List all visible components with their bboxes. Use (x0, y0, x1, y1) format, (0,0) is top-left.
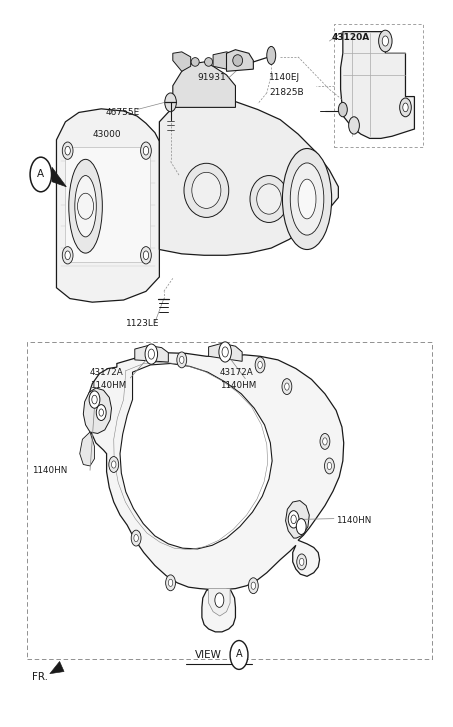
Circle shape (382, 36, 389, 46)
Ellipse shape (184, 164, 229, 217)
Circle shape (63, 246, 73, 264)
Circle shape (251, 582, 255, 590)
Text: 91931: 91931 (198, 73, 226, 82)
Circle shape (327, 462, 332, 470)
Polygon shape (57, 109, 159, 302)
Circle shape (222, 347, 228, 357)
Circle shape (89, 391, 100, 409)
Circle shape (323, 438, 327, 445)
Ellipse shape (205, 57, 212, 66)
Circle shape (109, 457, 119, 473)
Circle shape (148, 349, 154, 359)
Circle shape (248, 578, 258, 594)
Polygon shape (208, 589, 230, 616)
Circle shape (177, 352, 187, 368)
Ellipse shape (233, 55, 243, 66)
Text: 43000: 43000 (92, 129, 121, 139)
Circle shape (77, 193, 94, 220)
Text: A: A (37, 169, 44, 179)
Text: VIEW: VIEW (195, 650, 222, 660)
Circle shape (296, 518, 306, 534)
Circle shape (215, 593, 224, 607)
Polygon shape (52, 167, 66, 187)
Circle shape (143, 146, 149, 155)
Circle shape (299, 558, 304, 566)
Polygon shape (65, 147, 150, 262)
Circle shape (219, 342, 231, 362)
Polygon shape (208, 343, 242, 361)
Circle shape (96, 405, 106, 420)
Circle shape (324, 458, 334, 474)
Text: 1140HM: 1140HM (90, 381, 126, 390)
Circle shape (230, 640, 248, 670)
Ellipse shape (250, 175, 288, 222)
Text: 46755E: 46755E (106, 108, 140, 117)
Text: 21825B: 21825B (269, 88, 304, 97)
Circle shape (65, 146, 70, 155)
Text: 1140HN: 1140HN (32, 466, 67, 475)
Circle shape (166, 575, 175, 591)
Polygon shape (83, 388, 111, 433)
Ellipse shape (192, 172, 221, 209)
Text: 1123LE: 1123LE (126, 319, 159, 329)
Polygon shape (285, 501, 309, 538)
Circle shape (99, 409, 103, 416)
Ellipse shape (257, 184, 281, 214)
Circle shape (145, 344, 158, 364)
Circle shape (400, 98, 411, 117)
Circle shape (134, 534, 138, 542)
Polygon shape (226, 49, 253, 71)
Circle shape (284, 383, 289, 390)
Circle shape (291, 515, 296, 523)
Text: 1140HM: 1140HM (220, 381, 256, 390)
Circle shape (379, 31, 392, 52)
Polygon shape (120, 364, 272, 549)
Polygon shape (135, 345, 169, 362)
Text: 43172A: 43172A (90, 369, 124, 377)
Circle shape (255, 357, 265, 373)
Circle shape (65, 251, 70, 260)
Circle shape (258, 361, 262, 369)
Circle shape (288, 510, 299, 528)
Circle shape (143, 251, 149, 260)
Text: 1140HN: 1140HN (336, 515, 371, 525)
Circle shape (179, 356, 184, 364)
Polygon shape (173, 52, 191, 71)
Polygon shape (80, 432, 95, 466)
Circle shape (169, 579, 173, 587)
Circle shape (140, 246, 151, 264)
Circle shape (338, 103, 347, 117)
Ellipse shape (290, 163, 324, 235)
Polygon shape (173, 62, 236, 108)
Circle shape (63, 142, 73, 159)
Circle shape (111, 461, 116, 468)
Polygon shape (87, 353, 344, 632)
Polygon shape (213, 52, 236, 69)
Circle shape (30, 157, 52, 192)
Text: FR.: FR. (32, 672, 48, 683)
Circle shape (349, 117, 359, 134)
Circle shape (131, 530, 141, 546)
Text: A: A (236, 649, 242, 659)
Circle shape (165, 93, 176, 112)
Ellipse shape (69, 159, 102, 253)
Circle shape (297, 554, 307, 570)
Polygon shape (341, 32, 414, 138)
Ellipse shape (298, 179, 316, 219)
Circle shape (282, 379, 292, 395)
Circle shape (140, 142, 151, 159)
Circle shape (403, 103, 408, 112)
Ellipse shape (75, 175, 96, 237)
Text: 1140EJ: 1140EJ (269, 73, 300, 82)
Text: 43120A: 43120A (332, 33, 370, 42)
Ellipse shape (282, 148, 332, 249)
Ellipse shape (267, 47, 276, 65)
Polygon shape (159, 98, 338, 255)
Circle shape (92, 395, 97, 404)
Circle shape (320, 433, 330, 449)
Text: 43172A: 43172A (220, 369, 254, 377)
Polygon shape (50, 662, 64, 674)
Ellipse shape (191, 57, 199, 66)
